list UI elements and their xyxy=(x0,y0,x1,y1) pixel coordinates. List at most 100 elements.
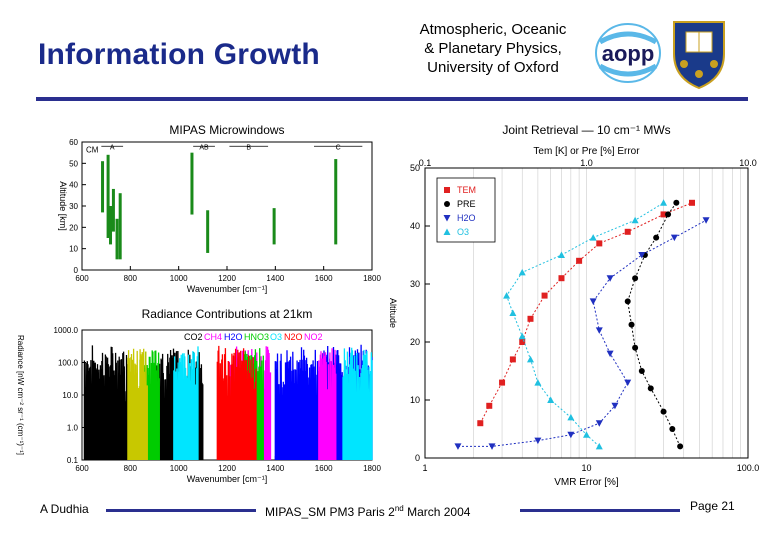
jr-ytick-label: 40 xyxy=(410,221,420,231)
rad-xtick-label: 1400 xyxy=(266,464,284,473)
jr-plot-frame xyxy=(424,167,749,459)
jr-data-point xyxy=(638,252,646,259)
mw-xtick-label: 1600 xyxy=(315,274,333,283)
mw-xtick-label: 800 xyxy=(124,274,138,283)
mw-ytick-label: 30 xyxy=(69,202,78,211)
jr-data-point xyxy=(595,327,603,334)
rad-legend-entry: CH4 xyxy=(204,332,222,342)
institution-line-2: & Planetary Physics, xyxy=(424,40,562,57)
rad-ytick-label: 1000.0 xyxy=(54,326,79,335)
jr-data-point xyxy=(670,234,678,242)
jr-ytick-label: 10 xyxy=(410,395,420,405)
rad-chart-title: Radiance Contributions at 21km xyxy=(142,307,313,321)
mw-bar xyxy=(272,208,276,245)
mw-bar xyxy=(109,206,113,245)
rad-legend-entry: NO2 xyxy=(304,332,323,342)
institution-line-3: University of Oxford xyxy=(427,59,559,76)
mw-bar xyxy=(101,161,105,213)
jr-data-point xyxy=(677,443,684,450)
jr-data-point xyxy=(486,402,493,409)
mw-bar xyxy=(106,154,110,238)
mw-band-label: AB xyxy=(199,144,209,151)
jr-data-point xyxy=(454,443,462,450)
jr-data-point xyxy=(526,355,534,363)
jr-data-point xyxy=(589,298,597,305)
aopp-logo: aopp xyxy=(595,23,661,83)
rad-legend-entry: H2O xyxy=(224,332,243,342)
jr-ytick-label: 50 xyxy=(410,163,420,173)
jr-data-point xyxy=(557,251,565,258)
jr-data-point xyxy=(660,211,667,218)
aopp-logo-text: aopp xyxy=(602,41,655,66)
footer-rule-right xyxy=(520,509,680,512)
jr-data-point xyxy=(660,408,667,415)
jr-legend-marker xyxy=(444,201,450,207)
jr-data-point xyxy=(499,379,506,386)
rad-ytick-label: 10.0 xyxy=(62,391,78,400)
rad-xtick-label: 1800 xyxy=(363,464,381,473)
jr-data-point xyxy=(595,420,603,427)
rad-legend-entry: HNO3 xyxy=(244,332,269,342)
mw-annotation: CM xyxy=(86,146,99,155)
mw-ytick-label: 50 xyxy=(69,159,78,168)
mw-ytick-label: 10 xyxy=(69,245,78,254)
mw-ytick-label: 40 xyxy=(69,181,78,190)
jr-data-point xyxy=(534,379,542,386)
mw-chart-title: MIPAS Microwindows xyxy=(169,123,284,137)
jr-data-point xyxy=(669,426,676,432)
rad-series-line xyxy=(173,346,199,461)
rad-xtick-label: 600 xyxy=(75,464,89,473)
rad-series-line xyxy=(318,348,337,461)
jr-data-point xyxy=(519,339,526,345)
jr-data-point xyxy=(611,402,619,410)
jr-legend-marker xyxy=(443,228,451,235)
mw-xtick-label: 1200 xyxy=(218,274,236,283)
jr-xtick-label: 10 xyxy=(581,463,591,473)
mw-xtick-label: 1800 xyxy=(363,274,381,283)
mw-xtick-label: 1400 xyxy=(266,274,284,283)
rad-ytick-label: 1.0 xyxy=(67,424,79,433)
jr-data-point xyxy=(534,437,542,445)
footer-author: A Dudhia xyxy=(40,502,89,516)
jr-data-point xyxy=(647,385,654,392)
jr-data-point xyxy=(567,431,575,439)
jr-top-axis-label: Tem [K] or Pre [%] Error xyxy=(533,146,640,157)
jr-legend-marker xyxy=(443,215,451,222)
jr-legend-entry: PRE xyxy=(457,199,476,209)
header-rule xyxy=(36,97,748,101)
jr-data-point xyxy=(518,332,526,340)
mw-bar xyxy=(190,152,194,215)
jr-series-line xyxy=(458,219,707,447)
jr-ytick-label: 20 xyxy=(410,337,420,347)
jr-data-point xyxy=(673,199,680,206)
institution-name: Atmospheric, Oceanic & Planetary Physics… xyxy=(398,20,588,77)
jr-data-point xyxy=(547,396,555,403)
jr-data-point xyxy=(527,315,534,322)
rad-ytick-label: 100.0 xyxy=(58,359,79,368)
rad-series-line xyxy=(216,345,257,461)
mw-band-label: A xyxy=(110,144,115,151)
rad-xtick-label: 1600 xyxy=(315,464,333,473)
jr-ytick-label: 0 xyxy=(415,453,420,463)
footer-event-rest: March 2004 xyxy=(403,505,471,519)
jr-data-point xyxy=(665,211,672,218)
mw-bar xyxy=(115,218,119,260)
jr-xlabel: VMR Error [%] xyxy=(554,477,619,488)
jr-series-line xyxy=(506,202,664,447)
jr-data-point xyxy=(541,292,548,299)
jr-top-xtick-label: 1.0 xyxy=(580,158,593,168)
jr-data-point xyxy=(624,379,632,387)
jr-data-point xyxy=(596,240,603,247)
oxford-crest-icon xyxy=(673,21,725,90)
mw-ylabel: Altitude [km] xyxy=(58,181,68,231)
jr-ytick-label: 30 xyxy=(410,279,420,289)
mw-band-label: C xyxy=(336,144,341,151)
mw-xlabel: Wavenumber [cm⁻¹] xyxy=(187,284,267,294)
jr-data-point xyxy=(509,356,516,363)
jr-data-point xyxy=(632,275,639,282)
jr-data-point xyxy=(518,268,526,276)
jr-data-point xyxy=(653,234,660,241)
page-title: Information Growth xyxy=(38,38,320,71)
jr-data-point xyxy=(702,217,710,224)
mw-band-label: B xyxy=(246,144,251,151)
